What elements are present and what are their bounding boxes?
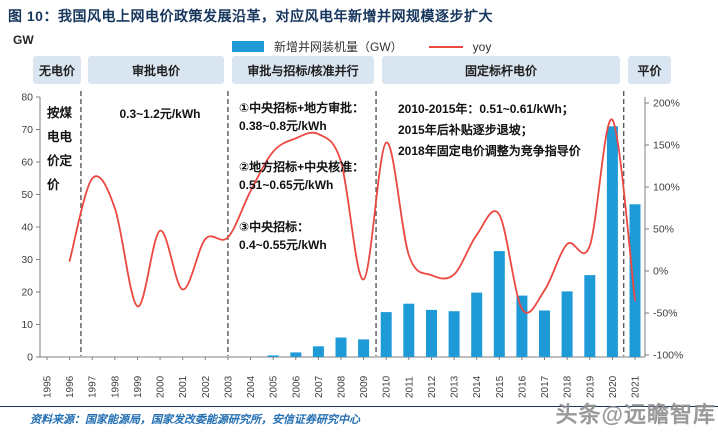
x-tick-label: 2010 bbox=[382, 375, 393, 398]
bar-2020 bbox=[606, 126, 618, 358]
policy-separators bbox=[80, 91, 625, 356]
right-tick-label: 150% bbox=[653, 140, 680, 152]
x-tick-label: 2012 bbox=[427, 375, 438, 398]
left-tick-label: 10 bbox=[21, 319, 33, 331]
legend-line-swatch bbox=[428, 45, 463, 48]
annotation-fixed-line-3: 2018年固定电价调整为竞争指导价 bbox=[398, 144, 581, 158]
bar-2019 bbox=[584, 275, 596, 357]
annotation-fixed-line-2: 2015年后补贴逐步退坡； bbox=[398, 123, 533, 137]
bar-2012 bbox=[426, 309, 437, 357]
annotation-fixed-line-1: 2010-2015年：0.51~0.61/kWh； bbox=[398, 102, 574, 116]
annotation-bidding-1: ①中央招标+地方审批： 0.38~0.8元/kWh bbox=[239, 99, 364, 135]
bar-2015 bbox=[493, 251, 505, 358]
right-tick-label: 0% bbox=[653, 266, 668, 278]
annotation-fixed-benchmark: 2010-2015年：0.51~0.61/kWh； 2015年后补贴逐步退坡； … bbox=[398, 99, 648, 162]
x-tick-label: 2011 bbox=[404, 376, 415, 398]
watermark: 头条@远瞻智库 bbox=[555, 402, 716, 427]
annotation-bidding-1-range: 0.38~0.8元/kWh bbox=[239, 119, 327, 133]
x-tick-label: 2009 bbox=[359, 375, 370, 398]
x-tick-label: 2015 bbox=[495, 375, 506, 398]
bar-2014 bbox=[471, 292, 483, 357]
bar-2018 bbox=[561, 291, 573, 357]
bar-2011 bbox=[403, 303, 415, 357]
bar-2013 bbox=[448, 311, 460, 357]
chart-legend: 新增并网装机量（GW） yoy bbox=[232, 38, 491, 55]
yoy-line bbox=[68, 118, 636, 314]
right-tick-label: -100% bbox=[653, 350, 683, 362]
x-tick-label: 2021 bbox=[630, 375, 641, 398]
policy-band-no-price: 无电价 bbox=[33, 56, 81, 84]
x-tick-label: 2008 bbox=[336, 375, 347, 398]
x-tick-label: 2018 bbox=[563, 375, 574, 398]
bars-series bbox=[267, 126, 641, 358]
x-tick-label: 1995 bbox=[43, 375, 54, 398]
bar-2008 bbox=[335, 337, 347, 357]
x-tick-label: 2004 bbox=[246, 375, 257, 398]
x-tick-label: 2005 bbox=[269, 375, 280, 398]
x-tick-label: 1997 bbox=[88, 375, 99, 398]
right-tick-label: 200% bbox=[653, 98, 680, 110]
left-tick-label: 30 bbox=[21, 254, 33, 266]
bar-2009 bbox=[358, 339, 370, 357]
x-tick-label: 1996 bbox=[65, 375, 76, 398]
annotation-coal-pricing: 按煤电电价定价 bbox=[47, 106, 73, 192]
right-tick-label: 100% bbox=[653, 182, 680, 194]
x-tick-label: 2016 bbox=[517, 375, 528, 398]
x-tick-label: 2014 bbox=[472, 375, 483, 398]
left-tick-label: 0 bbox=[27, 352, 33, 364]
x-tick-label: 1998 bbox=[110, 375, 121, 398]
x-tick-label: 2000 bbox=[156, 375, 167, 398]
annotation-bidding-1-title: ①中央招标+地方审批： bbox=[239, 101, 365, 115]
x-tick-label: 2020 bbox=[608, 375, 619, 398]
right-tick-label: -50% bbox=[653, 308, 678, 320]
annotation-bidding-2: ②地方招标+中央核准： 0.51~0.65元/kWh bbox=[239, 158, 364, 194]
bar-2010 bbox=[380, 312, 392, 357]
left-tick-label: 80 bbox=[21, 92, 33, 104]
right-axis-ticks: -100% -50% 0% 50% 100% 150% 200% bbox=[645, 98, 683, 362]
data-source-note: 资料来源：国家能源局，国家发改委能源研究所，安信证券研究中心 bbox=[30, 414, 360, 426]
annotation-bidding-3-title: ③中央招标： bbox=[239, 220, 310, 234]
legend-line-label: yoy bbox=[472, 39, 492, 54]
figure-title: 图 10：我国风电上网电价政策发展沿革，对应风电年新增并网规模逐步扩大 bbox=[8, 8, 493, 24]
x-tick-label: 2007 bbox=[314, 375, 325, 398]
annotation-bidding-2-range: 0.51~0.65元/kWh bbox=[239, 178, 334, 192]
annotation-approval-price-range: 0.3~1.2元/kWh bbox=[119, 107, 201, 121]
x-axis-ticks: 1995 1996 1997 1998 1999 2000 2001 2002 2003 2004… bbox=[43, 357, 641, 398]
policy-band-fixed-benchmark-price: 固定标杆电价 bbox=[382, 56, 620, 84]
bar-2006 bbox=[290, 352, 302, 357]
left-tick-label: 50 bbox=[21, 189, 33, 201]
right-tick-label: 50% bbox=[653, 224, 674, 236]
policy-band-approved-price: 审批电价 bbox=[88, 56, 224, 84]
left-tick-label: 70 bbox=[21, 124, 33, 136]
x-tick-label: 2006 bbox=[291, 375, 302, 398]
left-tick-label: 40 bbox=[21, 222, 33, 234]
annotation-bidding-3: ③中央招标： 0.4~0.55元/kWh bbox=[239, 218, 327, 254]
x-tick-label: 2019 bbox=[585, 375, 596, 398]
policy-band-grid-parity: 平价 bbox=[628, 56, 671, 84]
legend-bar-label: 新增并网装机量（GW） bbox=[274, 40, 403, 54]
annotation-bidding-2-title: ②地方招标+中央核准： bbox=[239, 160, 365, 174]
footer-divider bbox=[0, 406, 718, 407]
bar-2021 bbox=[629, 204, 641, 358]
bar-2005 bbox=[267, 355, 279, 357]
bar-2007 bbox=[312, 346, 324, 357]
x-tick-label: 2002 bbox=[201, 375, 212, 398]
bar-2016 bbox=[516, 295, 528, 357]
annotation-bidding-3-range: 0.4~0.55元/kWh bbox=[239, 238, 327, 252]
policy-band-approval-and-bidding: 审批与招标/核准并行 bbox=[232, 56, 374, 84]
bar-2017 bbox=[539, 310, 550, 357]
x-tick-label: 2003 bbox=[223, 375, 234, 398]
legend-bar-swatch bbox=[232, 41, 264, 52]
x-tick-label: 2017 bbox=[540, 375, 551, 398]
x-tick-label: 1999 bbox=[133, 375, 144, 398]
left-axis-unit-label: GW bbox=[13, 33, 34, 47]
x-tick-label: 2013 bbox=[450, 375, 461, 398]
left-tick-label: 20 bbox=[21, 287, 33, 299]
left-tick-label: 60 bbox=[21, 157, 33, 169]
left-axis-ticks: 0 10 20 30 40 50 60 70 80 bbox=[21, 92, 40, 364]
x-tick-label: 2001 bbox=[178, 375, 189, 398]
